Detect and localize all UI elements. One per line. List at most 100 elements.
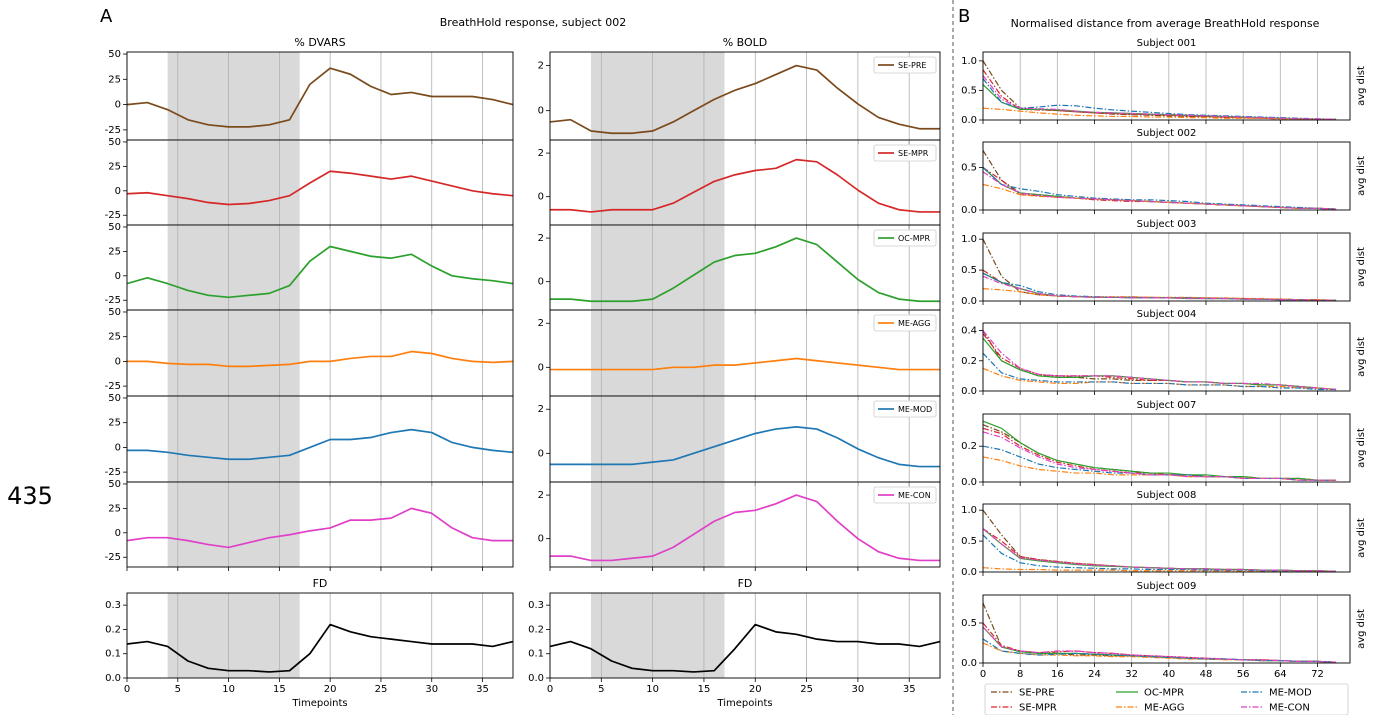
series-line xyxy=(982,183,1337,210)
series-line xyxy=(127,428,514,461)
y-tick-label: 0 xyxy=(115,356,121,367)
y-tick-label: 0.1 xyxy=(105,649,121,660)
series-line xyxy=(550,158,940,213)
series-line xyxy=(127,350,514,368)
y-tick-label: 50 xyxy=(108,307,121,318)
shaded-period xyxy=(591,593,725,678)
series-line xyxy=(126,507,513,549)
series-line xyxy=(982,272,1337,301)
y-tick-label: 0.0 xyxy=(961,296,977,307)
y-tick-label: 0 xyxy=(538,106,544,117)
series-line xyxy=(549,623,941,673)
series-line xyxy=(982,638,1337,663)
y-tick-label: -25 xyxy=(105,381,121,392)
x-axis-label: Timepoints xyxy=(291,698,347,709)
y-axis-label: avg dist xyxy=(1356,337,1367,377)
x-tick-label: 24 xyxy=(1088,669,1101,680)
series-line xyxy=(982,275,1337,301)
y-tick-label: 2 xyxy=(538,318,544,329)
y-tick-label: 0.1 xyxy=(528,649,544,660)
series-line xyxy=(982,427,1337,481)
x-tick-label: 8 xyxy=(1017,669,1023,680)
x-tick-label: 20 xyxy=(324,684,337,695)
y-tick-label: 0.3 xyxy=(528,600,544,611)
series-line xyxy=(982,167,1337,210)
y-tick-label: 0.2 xyxy=(961,356,977,367)
legend-box xyxy=(873,229,937,247)
chart-title: Subject 002 xyxy=(1137,128,1197,139)
series-line xyxy=(982,69,1337,121)
panel-title: BreathHold response, subject 002 xyxy=(440,16,626,29)
y-tick-label: -25 xyxy=(105,552,121,563)
y-axis-label: avg dist xyxy=(1356,428,1367,468)
series-line xyxy=(982,445,1337,481)
y-tick-label: 0.4 xyxy=(961,326,977,337)
x-tick-label: 0 xyxy=(124,684,130,695)
y-tick-label: 50 xyxy=(108,49,121,60)
y-axis-label: avg dist xyxy=(1356,247,1367,287)
x-tick-label: 40 xyxy=(1162,669,1175,680)
shaded-period xyxy=(167,593,300,678)
y-tick-label: 0.0 xyxy=(961,115,977,126)
y-tick-label: 1.0 xyxy=(961,234,977,245)
y-tick-label: 0.0 xyxy=(961,567,977,578)
series-line xyxy=(126,245,514,299)
series-line xyxy=(982,534,1337,572)
chart-title: Subject 007 xyxy=(1137,400,1197,411)
x-tick-label: 48 xyxy=(1200,669,1213,680)
y-tick-label: 2 xyxy=(538,404,544,415)
side-label: 435 xyxy=(7,482,53,510)
y-tick-label: -25 xyxy=(105,125,121,136)
series-line xyxy=(550,494,940,562)
y-axis-label: avg dist xyxy=(1356,609,1367,649)
legend-label: ME-CON xyxy=(898,491,931,500)
legend-box xyxy=(873,144,937,162)
chart-title: Subject 009 xyxy=(1137,581,1197,592)
y-tick-label: 25 xyxy=(108,161,121,172)
legend-box xyxy=(873,400,937,418)
series-line xyxy=(982,333,1337,391)
chart-title: % BOLD xyxy=(723,36,768,49)
legend-label: ME-AGG xyxy=(898,319,930,328)
x-tick-label: 32 xyxy=(1125,669,1138,680)
y-tick-label: 2 xyxy=(538,148,544,159)
shaded-period xyxy=(167,225,300,310)
y-tick-label: 0.5 xyxy=(961,163,977,174)
y-tick-label: 0.5 xyxy=(961,536,977,547)
legend-label: ME-AGG xyxy=(1144,703,1185,714)
y-tick-label: 0 xyxy=(115,186,121,197)
series-line xyxy=(549,64,940,135)
legend-label: SE-PRE xyxy=(898,61,926,70)
legend-box xyxy=(873,486,937,504)
plot-frame xyxy=(982,322,1351,392)
series-line xyxy=(982,509,1337,572)
chart-title: FD xyxy=(313,577,328,590)
y-tick-label: 0.0 xyxy=(961,477,977,488)
legend-label: SE-PRE xyxy=(1019,688,1055,699)
y-tick-label: 25 xyxy=(108,74,121,85)
y-tick-label: 0 xyxy=(115,100,121,111)
y-tick-label: 1.0 xyxy=(961,505,977,516)
panel-title: Normalised distance from average BreathH… xyxy=(1011,17,1320,30)
x-tick-label: 15 xyxy=(273,684,286,695)
series-line xyxy=(982,352,1337,391)
chart-title: Subject 003 xyxy=(1137,219,1197,230)
series-line xyxy=(126,67,514,128)
series-line xyxy=(126,170,514,206)
x-tick-label: 0 xyxy=(980,669,986,680)
plot-frame xyxy=(982,232,1351,302)
legend-box xyxy=(873,56,937,74)
legend-label: OC-MPR xyxy=(1144,688,1184,699)
x-tick-label: 64 xyxy=(1274,669,1287,680)
shaded-period xyxy=(167,140,300,225)
x-tick-label: 10 xyxy=(222,684,235,695)
plot-frame xyxy=(982,594,1351,664)
chart-title: Subject 001 xyxy=(1137,38,1197,49)
y-tick-label: 0.0 xyxy=(961,205,977,216)
y-tick-label: 0.3 xyxy=(105,600,121,611)
series-line xyxy=(982,330,1337,391)
x-tick-label: 30 xyxy=(425,684,438,695)
x-tick-label: 10 xyxy=(646,684,659,695)
series-line xyxy=(982,567,1337,573)
